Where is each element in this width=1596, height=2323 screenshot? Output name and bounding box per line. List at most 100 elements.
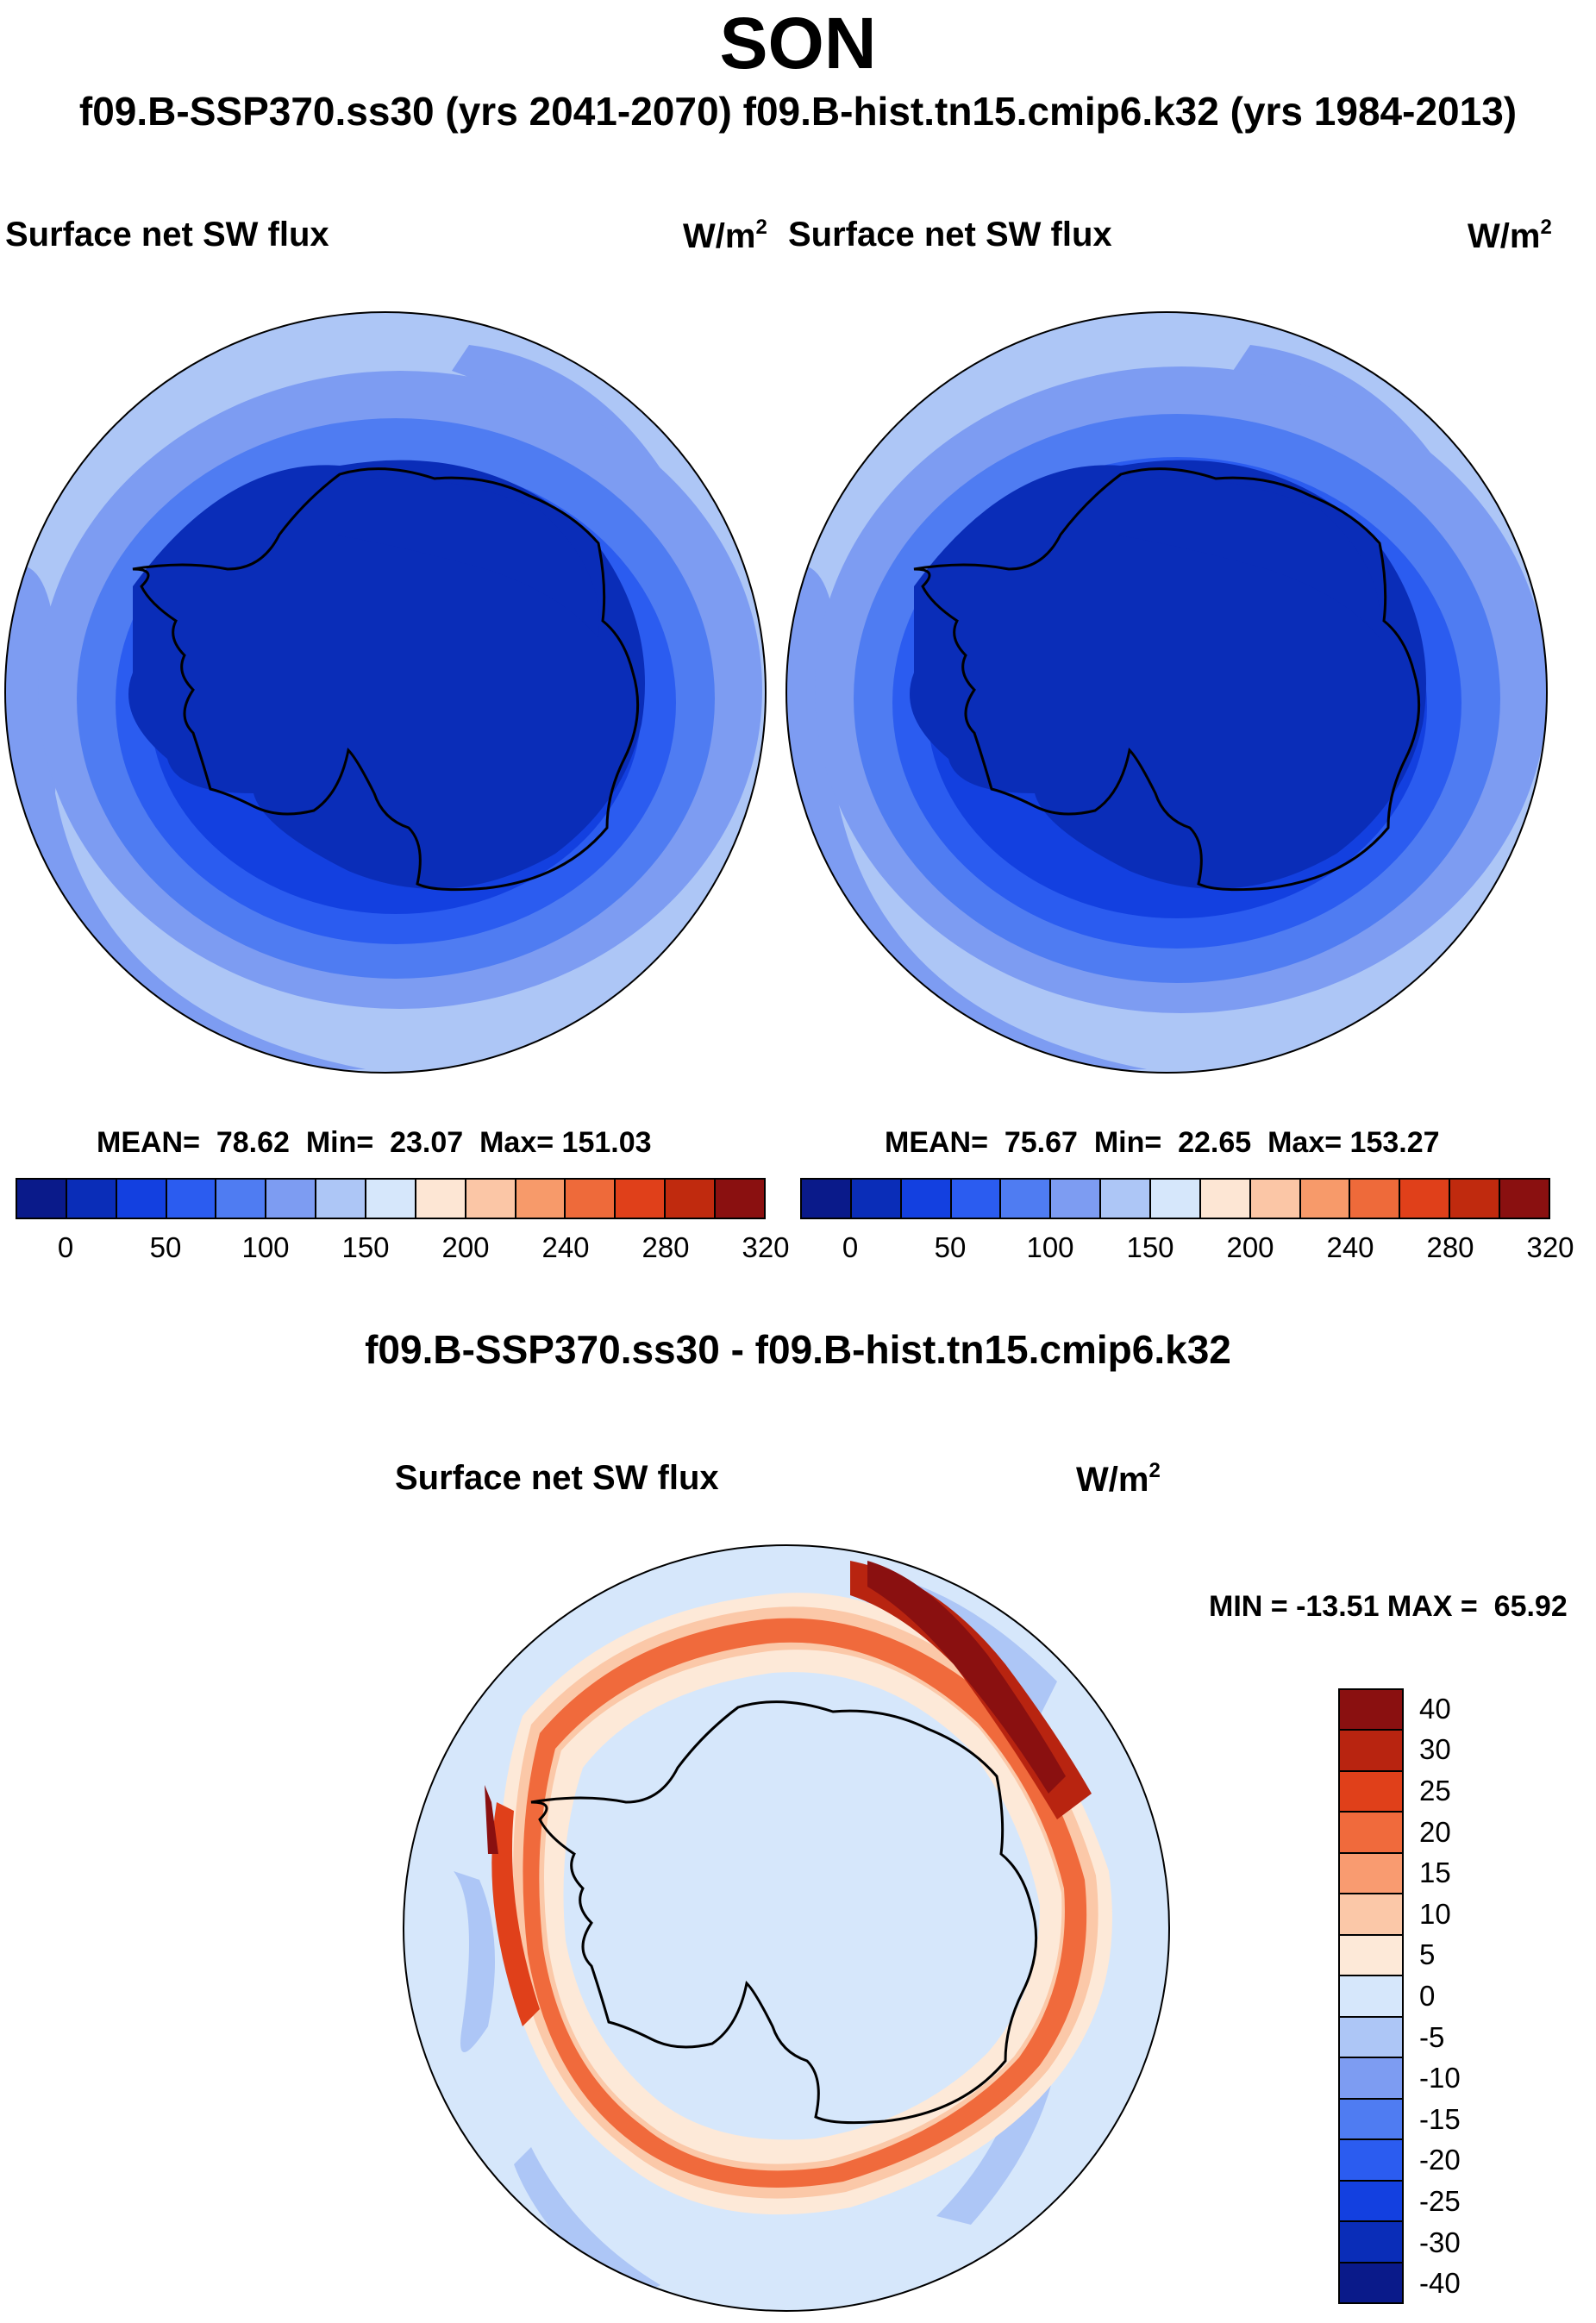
diff-panel-units: W/m2 [1076,1459,1161,1499]
colorbar-tick-label: 150 [1126,1231,1174,1263]
case-subtitle: f09.B-SSP370.ss30 (yrs 2041-2070) f09.B-… [78,89,1518,134]
colorbar-swatch [716,1180,764,1218]
left-panel-stats: MEAN= 78.62 Min= 23.07 Max= 151.03 [97,1126,652,1159]
right-panel-variable: Surface net SW flux [788,216,1112,254]
colorbar-swatch [1340,1731,1402,1772]
colorbar-tick-label: -25 [1419,2185,1461,2217]
colorbar-swatch [1051,1180,1102,1218]
colorbar-swatch [316,1180,367,1218]
colorbar-swatch [166,1180,217,1218]
colorbar-tick-label: 25 [1419,1775,1451,1806]
diff-map-coastline [530,1700,1038,2125]
colorbar-swatch [802,1180,852,1218]
colorbar-swatch [951,1180,1002,1218]
right-panel-units: W/m2 [1468,216,1552,255]
colorbar-tick-label: 20 [1419,1815,1451,1848]
colorbar-tick-label: 30 [1419,1733,1451,1766]
colorbar-tick-label: 280 [1426,1231,1474,1263]
colorbar-tick-label: 100 [1026,1231,1074,1263]
colorbar-swatch [17,1180,67,1218]
colorbar-swatch [366,1180,416,1218]
colorbar-tick-label: 240 [1326,1231,1374,1263]
colorbar-tick-label: 50 [934,1231,967,1263]
colorbar-tick-label: 280 [642,1231,690,1263]
colorbar-swatch [466,1180,516,1218]
colorbar-swatch [516,1180,566,1218]
diff-colorbar-labels: 40 30 25 20 15 10 5 0 -5 -10 -15 -20 -25 -30 -40 [1419,1688,1523,2304]
colorbar-swatch [1340,2058,1402,2100]
colorbar-tick-label: -30 [1419,2226,1461,2258]
colorbar-swatch [266,1180,317,1218]
left-panel-variable: Surface net SW flux [5,216,329,254]
colorbar-tick-label: 10 [1419,1897,1451,1930]
colorbar-tick-label: 200 [441,1231,490,1263]
left-panel-units: W/m2 [683,216,767,255]
right-panel-stats: MEAN= 75.67 Min= 22.65 Max= 153.27 [885,1126,1440,1159]
colorbar-swatch [1350,1180,1401,1218]
colorbar-swatch [1300,1180,1351,1218]
colorbar-swatch [1400,1180,1451,1218]
colorbar-swatch [1001,1180,1052,1218]
colorbar-tick-label: 15 [1419,1857,1451,1889]
colorbar-tick-label: -10 [1419,2062,1461,2094]
left-colorbar-labels: 0 50 100 150 200 240 280 320 [16,1231,790,1266]
colorbar-swatch [1340,1935,1402,1977]
colorbar-tick-label: 40 [1419,1692,1451,1725]
right-polar-map [785,311,1548,1074]
colorbar-swatch [851,1180,902,1218]
colorbar-tick-label: -20 [1419,2144,1461,2176]
colorbar-swatch [901,1180,952,1218]
colorbar-swatch [1340,2263,1402,2303]
colorbar-swatch [1340,1771,1402,1813]
colorbar-tick-label: 240 [541,1231,590,1263]
colorbar-tick-label: 320 [1526,1231,1574,1263]
colorbar-swatch [1340,2017,1402,2059]
colorbar-swatch [1340,2140,1402,2182]
colorbar-tick-label: 320 [742,1231,790,1263]
colorbar-swatch [1340,1690,1402,1731]
colorbar-swatch [1340,1894,1402,1936]
left-polar-map [4,311,767,1074]
right-colorbar-labels: 0 50 100 150 200 240 280 320 [800,1231,1574,1266]
colorbar-tick-label: 0 [842,1231,859,1263]
right-colorbar [800,1178,1550,1219]
colorbar-tick-label: 150 [341,1231,390,1263]
right-map-coastline [913,467,1421,892]
colorbar-tick-label: 0 [57,1231,74,1263]
colorbar-swatch [1250,1180,1301,1218]
diff-colorbar [1338,1688,1404,2304]
colorbar-tick-label: 5 [1419,1938,1436,1971]
colorbar-tick-label: 200 [1226,1231,1274,1263]
colorbar-swatch [666,1180,717,1218]
colorbar-tick-label: 100 [241,1231,290,1263]
colorbar-swatch [66,1180,117,1218]
diff-minmax: MIN = -13.51 MAX = 65.92 [1209,1590,1568,1623]
colorbar-tick-label: -40 [1419,2267,1461,2300]
colorbar-swatch [1101,1180,1152,1218]
colorbar-swatch [1340,1976,1402,2018]
difference-title: f09.B-SSP370.ss30 - f09.B-hist.tn15.cmip… [365,1327,1231,1372]
colorbar-tick-label: -5 [1419,2020,1445,2053]
colorbar-tick-label: -15 [1419,2102,1461,2135]
colorbar-swatch [1200,1180,1251,1218]
colorbar-swatch [1340,2181,1402,2223]
colorbar-swatch [566,1180,616,1218]
colorbar-swatch [1151,1180,1201,1218]
colorbar-swatch [416,1180,466,1218]
diff-polar-map [403,1544,1170,2312]
left-map-coastline [132,467,640,892]
left-colorbar [16,1178,766,1219]
colorbar-swatch [1340,1813,1402,1854]
colorbar-swatch [1340,2099,1402,2141]
colorbar-swatch [116,1180,167,1218]
colorbar-swatch [1450,1180,1501,1218]
colorbar-swatch [1340,2222,1402,2264]
colorbar-tick-label: 0 [1419,1980,1436,2012]
colorbar-swatch [1340,1853,1402,1895]
colorbar-tick-label: 50 [149,1231,182,1263]
diff-panel-variable: Surface net SW flux [395,1459,719,1497]
page-title: SON [719,3,877,84]
colorbar-swatch [1500,1180,1549,1218]
colorbar-swatch [216,1180,267,1218]
colorbar-swatch [616,1180,667,1218]
